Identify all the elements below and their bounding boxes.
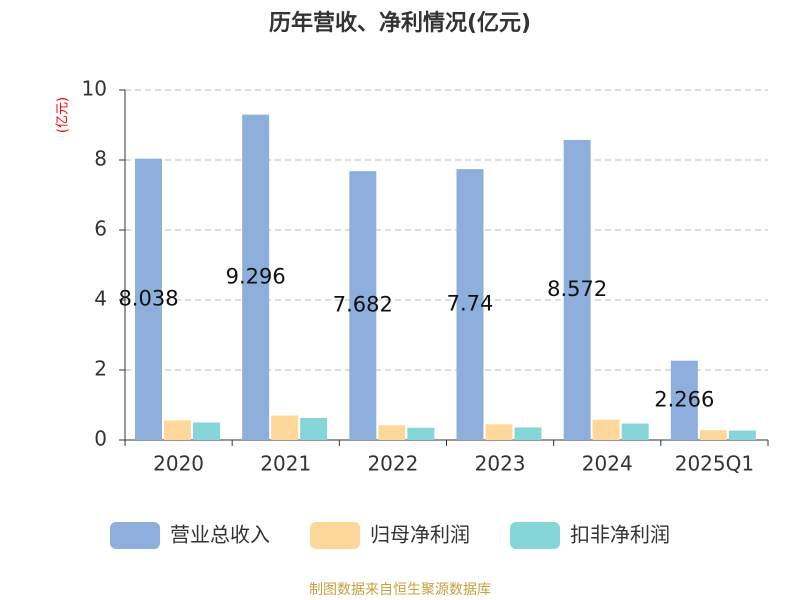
bar (514, 427, 542, 440)
data-label: 8.572 (547, 277, 607, 301)
y-axis-label: (亿元) (56, 97, 71, 133)
bar (349, 171, 377, 440)
data-label: 7.682 (333, 293, 393, 317)
bar (242, 114, 270, 440)
bar (135, 158, 162, 441)
bar (300, 417, 328, 440)
bar (193, 422, 220, 440)
data-label: 9.296 (226, 264, 286, 288)
x-tick-label: 2020 (153, 452, 204, 476)
bar (563, 139, 591, 441)
y-tick-label: 4 (94, 287, 107, 311)
data-label: 8.038 (118, 286, 178, 310)
bar (592, 419, 620, 440)
bar (378, 425, 406, 440)
chart-title: 历年营收、净利情况(亿元) (269, 10, 531, 36)
bar (271, 415, 299, 440)
x-tick-label: 2025Q1 (675, 452, 754, 476)
bar (670, 360, 698, 440)
x-tick-label: 2022 (367, 452, 418, 476)
legend-label: 归母净利润 (370, 523, 470, 547)
data-label: 7.74 (447, 292, 494, 316)
x-tick-label: 2024 (582, 452, 633, 476)
legend-label: 营业总收入 (170, 523, 270, 547)
y-tick-label: 0 (94, 427, 107, 451)
legend-swatch (310, 522, 360, 549)
y-tick-label: 10 (82, 77, 107, 101)
bar (728, 430, 756, 440)
x-tick-label: 2021 (260, 452, 311, 476)
bar (699, 430, 727, 440)
data-label: 2.266 (654, 387, 714, 411)
legend-label: 扣非净利润 (570, 523, 670, 547)
y-tick-label: 6 (94, 217, 107, 241)
bar (456, 169, 484, 440)
y-tick-label: 8 (94, 147, 107, 171)
bar (164, 420, 191, 440)
source-note: 制图数据来自恒生聚源数据库 (309, 582, 491, 598)
bar (621, 423, 649, 440)
legend-swatch (510, 522, 560, 549)
x-tick-label: 2023 (475, 452, 526, 476)
legend-swatch (110, 522, 160, 549)
bar (485, 424, 513, 440)
bar (407, 427, 435, 440)
y-tick-label: 2 (94, 357, 107, 381)
